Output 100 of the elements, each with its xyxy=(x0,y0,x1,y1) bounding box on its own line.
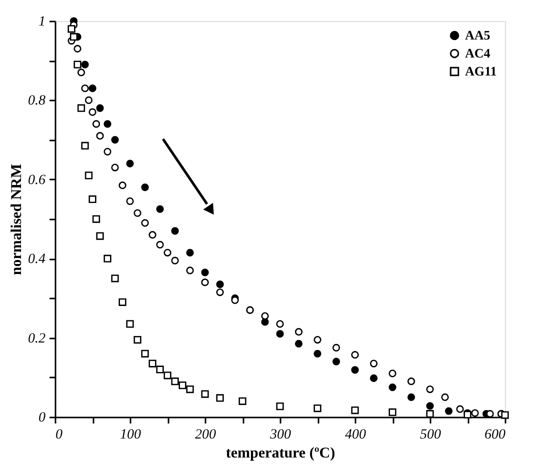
x-tick-label: 300 xyxy=(269,428,291,442)
point xyxy=(96,232,104,240)
point xyxy=(456,405,464,413)
point xyxy=(126,160,134,168)
point xyxy=(501,411,509,419)
point xyxy=(441,393,449,402)
point xyxy=(134,209,142,217)
point xyxy=(178,382,186,390)
point xyxy=(426,402,434,410)
y-tick-label: 0.8 xyxy=(28,94,46,109)
point xyxy=(351,406,359,414)
point xyxy=(351,366,359,374)
point xyxy=(370,360,378,368)
point xyxy=(407,378,416,386)
point xyxy=(186,266,194,274)
point xyxy=(332,358,340,366)
point xyxy=(104,254,112,262)
point xyxy=(426,410,434,418)
point xyxy=(201,390,209,398)
y-tick-label: 0 xyxy=(38,410,46,426)
point xyxy=(171,227,179,235)
point xyxy=(332,344,340,352)
point xyxy=(426,385,434,394)
point xyxy=(81,84,89,92)
point xyxy=(186,248,194,256)
point xyxy=(261,312,269,320)
point xyxy=(201,278,209,286)
point xyxy=(471,409,479,417)
point xyxy=(216,280,224,288)
y-tick-label: 0.6 xyxy=(28,172,46,188)
point xyxy=(171,256,179,264)
point xyxy=(201,268,209,276)
point xyxy=(314,404,322,412)
point xyxy=(126,320,134,328)
point xyxy=(171,378,179,386)
point xyxy=(104,148,112,156)
point xyxy=(141,184,149,192)
point xyxy=(294,328,303,336)
point xyxy=(92,215,100,223)
point xyxy=(96,104,104,112)
point xyxy=(276,330,284,338)
point xyxy=(238,397,246,405)
y-tick-label: 1 xyxy=(38,14,46,30)
point xyxy=(88,108,96,116)
point xyxy=(388,370,396,378)
point xyxy=(84,96,93,104)
point xyxy=(186,385,194,394)
point xyxy=(148,360,156,368)
point xyxy=(314,350,322,358)
legend-label: AA5 xyxy=(465,28,491,42)
point xyxy=(276,402,284,410)
point xyxy=(164,248,172,256)
point xyxy=(276,320,284,328)
point xyxy=(156,205,164,213)
point xyxy=(88,84,96,92)
x-tick-label: 0 xyxy=(56,428,62,442)
point xyxy=(81,142,89,150)
point xyxy=(111,274,119,282)
point xyxy=(294,340,303,348)
point xyxy=(156,366,164,374)
x-tick-label: 400 xyxy=(345,428,366,442)
point xyxy=(216,394,224,402)
point xyxy=(96,132,104,140)
point xyxy=(81,60,89,68)
point xyxy=(77,68,86,76)
point xyxy=(77,104,86,112)
point xyxy=(74,44,82,53)
point xyxy=(84,172,93,180)
point xyxy=(141,219,149,227)
x-tick-label: 100 xyxy=(120,428,141,442)
point xyxy=(388,408,396,416)
point xyxy=(111,164,119,172)
point xyxy=(88,195,96,204)
point xyxy=(351,351,359,359)
point xyxy=(126,197,134,205)
point xyxy=(141,350,149,358)
point xyxy=(216,288,224,296)
point xyxy=(118,182,126,190)
x-tick-label: 600 xyxy=(484,428,506,442)
point xyxy=(314,336,322,344)
point xyxy=(444,407,453,415)
x-tick-label: 200 xyxy=(195,428,216,442)
point xyxy=(70,33,78,41)
point xyxy=(407,393,416,402)
y-tick-label: 0.4 xyxy=(28,252,46,268)
x-tick-label: 500 xyxy=(420,428,441,442)
x-axis-title: temperature (ºC) xyxy=(226,446,336,462)
point xyxy=(111,136,119,144)
point xyxy=(388,383,396,392)
legend-label: AC4 xyxy=(465,46,491,60)
point xyxy=(104,120,112,128)
point xyxy=(92,120,100,128)
y-tick-label: 0.2 xyxy=(28,331,46,346)
y-axis-title: normalised NRM xyxy=(9,164,25,276)
point xyxy=(74,60,82,68)
point xyxy=(68,25,76,33)
point xyxy=(118,298,126,306)
point xyxy=(370,374,378,382)
point xyxy=(156,240,164,249)
point xyxy=(164,372,172,380)
